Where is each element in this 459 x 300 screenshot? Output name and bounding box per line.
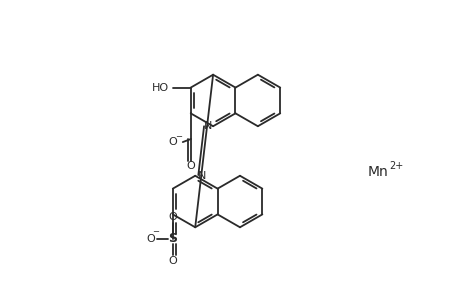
Text: HO: HO <box>152 82 169 93</box>
Text: −: − <box>152 227 159 236</box>
Text: Mn: Mn <box>366 165 387 179</box>
Text: O: O <box>168 137 177 147</box>
Text: O: O <box>186 161 195 171</box>
Text: O: O <box>168 212 177 222</box>
Text: S: S <box>168 232 177 245</box>
Text: −: − <box>175 132 182 141</box>
Text: 2+: 2+ <box>388 161 403 171</box>
Text: N: N <box>203 121 212 130</box>
Text: N: N <box>198 171 206 182</box>
Text: O: O <box>146 234 155 244</box>
Text: O: O <box>168 256 177 266</box>
